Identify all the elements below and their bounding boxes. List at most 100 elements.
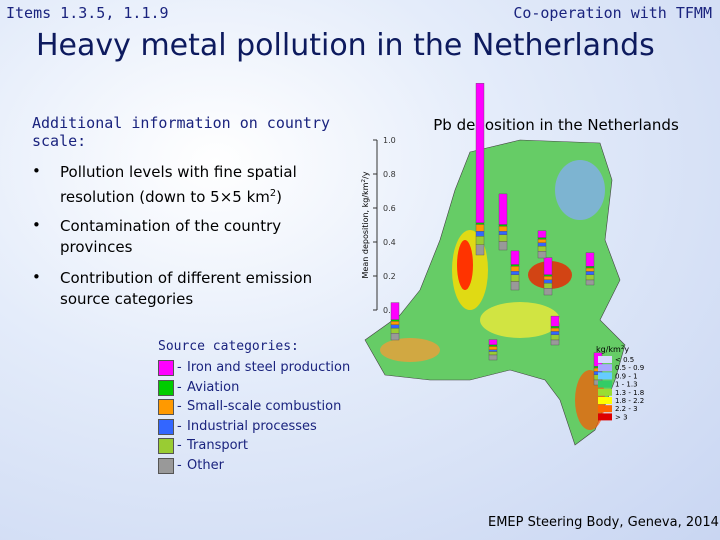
- slide-title: Heavy metal pollution in the Netherlands: [36, 28, 655, 63]
- bar-segment: [585, 274, 595, 281]
- bullet-text: Contribution of different emission sourc…: [60, 268, 350, 310]
- superscript: 2: [361, 179, 367, 183]
- bar-segment: [475, 222, 485, 225]
- bar-segment: [543, 279, 553, 284]
- legend-dash: -: [177, 457, 182, 473]
- chart-title: Pb deposition in the Netherlands: [433, 116, 679, 134]
- bar-segment: [585, 279, 595, 286]
- text: kg/km: [596, 345, 621, 354]
- bar-segment: [543, 257, 553, 275]
- bar-segment: [475, 83, 485, 223]
- map-legend-swatch: [598, 364, 612, 372]
- bar-segment: [390, 319, 400, 322]
- bar-segment: [510, 266, 520, 272]
- map-legend-label: 2.2 - 3: [615, 405, 638, 413]
- map-legend-label: > 3: [615, 413, 628, 421]
- bar-segment: [510, 274, 520, 282]
- header-right: Co-operation with TFMM: [513, 4, 712, 22]
- map-patch: [457, 240, 473, 290]
- map-legend-swatch: [598, 397, 612, 404]
- bar-segment: [390, 327, 400, 334]
- bar-segment: [543, 282, 553, 289]
- bar-segment: [390, 302, 400, 320]
- legend-dash: -: [177, 418, 182, 434]
- bar-segment: [543, 288, 553, 296]
- bar-segment: [475, 244, 485, 256]
- map-legend-label: 1.8 - 2.2: [615, 397, 644, 405]
- bar-segment: [390, 321, 400, 325]
- map-legend-swatch: [598, 413, 612, 421]
- bullet-text: Pollution levels with fine spatial resol…: [60, 162, 350, 208]
- bar-segment: [498, 193, 508, 225]
- bar-segment: [510, 264, 520, 267]
- legend-dash: -: [177, 379, 182, 395]
- map-legend-swatch: [598, 388, 612, 396]
- y-tick-label: 0.0: [383, 306, 396, 315]
- text: ): [276, 188, 282, 206]
- bullet-dot: •: [32, 268, 41, 286]
- bar-segment: [488, 349, 498, 352]
- bar-segment: [550, 326, 560, 329]
- bar-segment: [585, 266, 595, 269]
- bar-segment: [390, 333, 400, 341]
- legend-swatch: [158, 457, 174, 474]
- legend-label: Small-scale combustion: [187, 399, 342, 414]
- bar-segment: [550, 339, 560, 346]
- bar-segment: [585, 252, 595, 267]
- text: Contribution of different emission sourc…: [60, 269, 313, 308]
- legend-swatch: [158, 399, 174, 415]
- bar-segment: [475, 224, 485, 232]
- bar-segment: [488, 354, 498, 361]
- footer: EMEP Steering Body, Geneva, 2014: [488, 515, 719, 530]
- bar-segment: [537, 239, 547, 243]
- bar-segment: [537, 230, 547, 238]
- bar-segment: [510, 281, 520, 291]
- legend-swatch: [158, 418, 174, 435]
- text: Pollution levels with fine spatial resol…: [60, 163, 297, 206]
- superscript: 2: [269, 188, 277, 199]
- bar-segment: [585, 271, 595, 275]
- bullet-dot: •: [32, 162, 41, 180]
- map-legend-label: 0.5 - 0.9: [615, 364, 644, 372]
- text: y: [624, 345, 629, 354]
- panel-heading: Additional information on country scale:: [32, 114, 331, 150]
- y-tick-label: 0.2: [383, 272, 396, 281]
- bar-segment: [475, 230, 485, 237]
- bar-segment: [498, 225, 508, 232]
- bar-segment: [510, 250, 520, 265]
- bar-segment: [537, 245, 547, 252]
- legend-label: Industrial processes: [187, 418, 317, 434]
- legend-dash: -: [177, 399, 182, 414]
- map-land: [364, 139, 626, 446]
- bar-segment: [585, 267, 595, 272]
- legend-label: Iron and steel production: [187, 360, 351, 375]
- map-legend-unit: kg/km2y: [596, 345, 629, 354]
- text: Mean deposition, kg/km: [361, 182, 370, 278]
- map-legend-swatch: [598, 372, 612, 380]
- text: Contamination of the country provinces: [60, 217, 282, 256]
- map-legend-label: 1 - 1.3: [615, 381, 638, 389]
- bar-segment: [488, 346, 498, 350]
- bar-segment: [537, 237, 547, 240]
- bullet-text: Contamination of the country provinces: [60, 216, 350, 258]
- bar-segment: [537, 242, 547, 247]
- bar-segment: [498, 231, 508, 235]
- bar-segment: [510, 271, 520, 275]
- map-legend-label: 0.9 - 1: [615, 372, 638, 380]
- legend-dash: -: [177, 438, 182, 453]
- bar-segment: [498, 234, 508, 242]
- map-patch: [555, 160, 605, 220]
- legend-label: Transport: [187, 438, 249, 453]
- bullet-dot: •: [32, 216, 41, 234]
- bar-segment: [543, 276, 553, 280]
- bar-segment: [543, 274, 553, 277]
- y-tick-label: 1.0: [383, 136, 396, 145]
- legend-swatch: [158, 360, 174, 376]
- legend-swatch: [158, 438, 174, 454]
- y-axis-label: Mean deposition, kg/km2/y: [361, 171, 370, 278]
- bar-segment: [498, 224, 508, 227]
- legend-dash: -: [177, 360, 182, 375]
- legend-label: Other: [187, 457, 224, 473]
- superscript: 2: [621, 345, 625, 351]
